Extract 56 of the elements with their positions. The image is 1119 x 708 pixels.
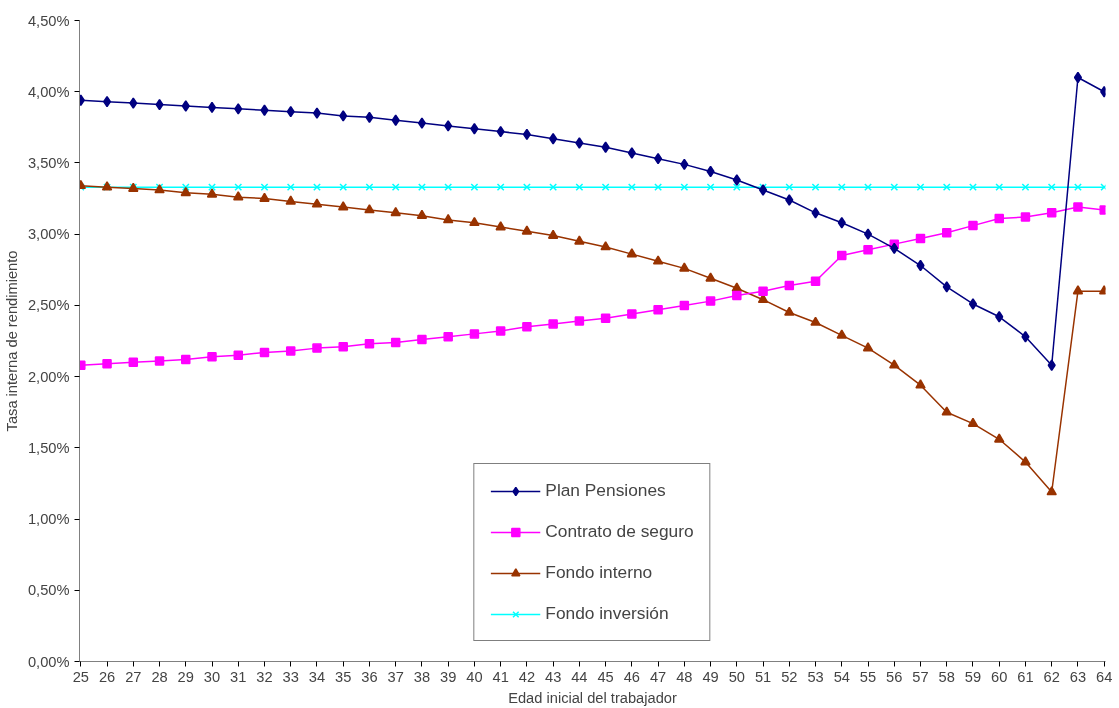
x-tick-label: 34 xyxy=(308,668,326,685)
x-tick-label: 27 xyxy=(125,668,142,685)
x-tick-label: 44 xyxy=(571,668,588,685)
x-tick-label: 37 xyxy=(387,668,404,685)
x-tick-label: 36 xyxy=(361,668,378,685)
x-tick-label: 55 xyxy=(859,668,877,685)
y-tick-label: 3,50% xyxy=(27,154,70,171)
y-tick-label: 1,00% xyxy=(27,511,70,528)
y-tick-label: 0,50% xyxy=(27,582,70,599)
x-tick-label: 54 xyxy=(833,668,850,685)
x-tick-label: 30 xyxy=(203,668,221,685)
x-tick-label: 33 xyxy=(282,668,299,685)
x-axis-title: Edad inicial del trabajador xyxy=(508,689,677,706)
x-tick-label: 39 xyxy=(440,668,457,685)
x-tick-label: 56 xyxy=(886,668,903,685)
x-tick-label: 38 xyxy=(413,668,431,685)
x-tick-label: 35 xyxy=(335,668,352,685)
legend-label: Contrato de seguro xyxy=(545,521,694,542)
y-axis-title: Tasa interna de rendimiento xyxy=(3,250,20,432)
x-tick-label: 46 xyxy=(623,668,641,685)
y-tick-label: 4,00% xyxy=(27,83,70,100)
y-tick-label: 2,50% xyxy=(27,297,70,314)
x-tick-label: 52 xyxy=(781,668,798,685)
x-tick-label: 62 xyxy=(1043,668,1060,685)
x-tick-label: 25 xyxy=(72,668,89,685)
x-tick-label: 59 xyxy=(964,668,982,685)
legend-label: Fondo inversión xyxy=(545,603,669,624)
y-tick-label: 4,50% xyxy=(27,12,70,29)
x-tick-label: 51 xyxy=(754,668,772,685)
x-tick-label: 41 xyxy=(492,668,509,685)
x-tick-label: 47 xyxy=(649,668,667,685)
x-tick-label: 50 xyxy=(728,668,745,685)
x-tick-label: 43 xyxy=(544,668,562,685)
legend-label: Fondo interno xyxy=(545,562,653,583)
x-tick-label: 29 xyxy=(177,668,194,685)
y-tick-label: 3,00% xyxy=(27,226,70,243)
x-tick-label: 45 xyxy=(597,668,614,685)
x-tick-label: 53 xyxy=(807,668,824,685)
x-tick-label: 28 xyxy=(151,668,168,685)
x-tick-label: 49 xyxy=(702,668,719,685)
y-tick-label: 0,00% xyxy=(27,653,70,670)
x-tick-label: 26 xyxy=(98,668,116,685)
x-tick-label: 64 xyxy=(1096,668,1113,685)
x-tick-label: 32 xyxy=(256,668,273,685)
legend-label: Plan Pensiones xyxy=(545,480,666,501)
x-tick-label: 31 xyxy=(230,668,247,685)
x-tick-label: 63 xyxy=(1069,668,1087,685)
x-tick-label: 48 xyxy=(676,668,693,685)
x-tick-label: 57 xyxy=(912,668,929,685)
x-tick-label: 58 xyxy=(938,668,955,685)
x-tick-label: 42 xyxy=(518,668,536,685)
x-tick-label: 60 xyxy=(991,668,1008,685)
y-tick-label: 2,00% xyxy=(27,368,70,385)
y-tick-label: 1,50% xyxy=(27,439,70,456)
x-tick-label: 61 xyxy=(1017,668,1034,685)
x-tick-label: 40 xyxy=(466,668,483,685)
